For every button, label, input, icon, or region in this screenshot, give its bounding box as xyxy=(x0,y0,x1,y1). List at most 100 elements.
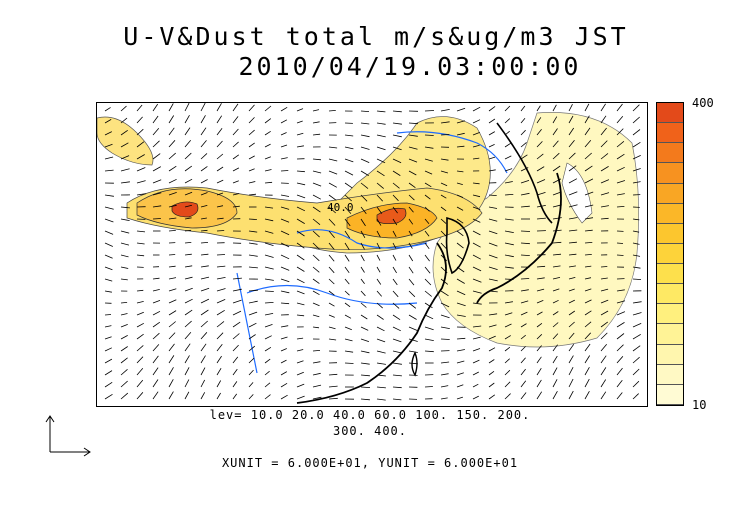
wind-arrow xyxy=(120,105,127,112)
wind-arrow xyxy=(472,218,481,223)
wind-arrow xyxy=(168,367,174,376)
wind-arrow xyxy=(440,242,447,249)
wind-arrow xyxy=(472,359,480,364)
wind-arrow xyxy=(536,265,546,268)
wind-arrow xyxy=(504,254,514,258)
wind-arrow xyxy=(376,290,383,297)
wind-arrow xyxy=(232,277,242,280)
wind-arrow xyxy=(360,206,367,215)
wind-arrow xyxy=(216,153,224,160)
wind-arrow xyxy=(360,386,371,388)
wind-arrow xyxy=(616,333,625,340)
wind-arrow xyxy=(152,166,161,172)
wind-arrow xyxy=(168,321,176,328)
wind-arrow xyxy=(520,142,527,148)
wind-arrow xyxy=(440,254,447,262)
wind-arrow xyxy=(440,121,450,124)
dust-max-west xyxy=(171,201,199,218)
colorbar-segment xyxy=(657,264,683,285)
wind-arrow xyxy=(552,104,557,112)
wind-arrow xyxy=(424,230,430,237)
wind-arrow xyxy=(104,230,114,235)
wind-arrow xyxy=(216,392,221,400)
wind-arrow xyxy=(584,191,594,196)
wind-arrow xyxy=(200,276,210,280)
wind-arrow xyxy=(200,355,206,364)
wind-arrow xyxy=(360,362,370,365)
wind-arrow xyxy=(248,254,258,257)
wind-arrow xyxy=(360,242,365,250)
wind-arrow xyxy=(280,302,290,305)
wind-arrow xyxy=(408,134,418,137)
wind-arrow xyxy=(216,332,224,340)
wind-arrow xyxy=(536,300,544,304)
wind-arrow xyxy=(232,154,240,160)
wind-arrow xyxy=(216,321,225,328)
wind-arrow xyxy=(456,266,465,273)
wind-arrow xyxy=(200,229,208,232)
wind-arrow xyxy=(600,217,609,220)
wind-arrow xyxy=(600,266,608,268)
wind-arrow xyxy=(408,146,418,150)
wind-arrow xyxy=(408,158,418,163)
wind-arrow xyxy=(280,336,288,340)
wind-arrow xyxy=(456,107,466,112)
wind-arrow xyxy=(552,355,558,364)
wind-arrow xyxy=(520,289,529,292)
wind-arrow xyxy=(248,266,258,269)
wind-arrow xyxy=(376,302,383,309)
wind-arrow xyxy=(472,106,481,112)
wind-arrow xyxy=(104,347,112,352)
wind-arrow xyxy=(536,153,544,160)
wind-arrow xyxy=(280,371,288,376)
wind-arrow xyxy=(568,253,577,256)
wind-arrow xyxy=(520,205,530,208)
wind-arrow xyxy=(344,134,354,137)
wind-arrow xyxy=(488,156,496,160)
wind-arrow xyxy=(344,362,354,364)
wind-arrow xyxy=(184,204,193,208)
wind-arrow xyxy=(440,385,449,388)
wind-arrow xyxy=(120,266,129,269)
wind-arrow xyxy=(296,206,306,212)
wind-arrow xyxy=(152,300,161,304)
wind-arrow xyxy=(392,374,402,377)
wind-arrow xyxy=(488,313,498,316)
wind-arrow xyxy=(376,350,386,354)
wind-arrow xyxy=(360,302,367,308)
wind-arrow xyxy=(504,105,511,112)
wind-arrow xyxy=(120,168,130,172)
colorbar-min-label: 10 xyxy=(692,398,707,412)
wind-arrow xyxy=(248,193,257,196)
wind-arrow xyxy=(584,343,591,352)
wind-arrow xyxy=(568,378,574,388)
wind-arrow xyxy=(520,230,531,232)
wind-arrow xyxy=(264,105,272,112)
wind-arrow xyxy=(536,205,546,208)
wind-arrow xyxy=(488,278,498,282)
wind-arrow xyxy=(296,170,305,173)
wind-arrow xyxy=(264,382,271,388)
wind-arrow xyxy=(616,193,625,196)
wind-arrow xyxy=(104,254,113,259)
wind-arrow xyxy=(504,369,511,376)
wind-arrow xyxy=(408,170,417,176)
wind-arrow xyxy=(472,278,482,283)
wind-arrow xyxy=(280,206,290,210)
wind-arrow xyxy=(152,289,160,292)
wind-arrow xyxy=(248,168,255,172)
wind-arrow xyxy=(424,146,434,149)
wind-arrow xyxy=(472,290,482,294)
wind-arrow xyxy=(104,358,113,364)
wind-arrow xyxy=(344,206,352,214)
wind-arrow xyxy=(520,254,530,256)
wind-arrow xyxy=(520,192,530,196)
wind-arrow xyxy=(424,314,434,320)
wind-arrow xyxy=(536,345,542,352)
wind-arrow xyxy=(472,383,479,388)
wind-arrow xyxy=(392,278,398,286)
wind-arrow xyxy=(296,337,304,340)
wind-arrow xyxy=(184,379,190,388)
wind-arrow xyxy=(216,127,223,136)
wind-arrow xyxy=(552,178,562,184)
